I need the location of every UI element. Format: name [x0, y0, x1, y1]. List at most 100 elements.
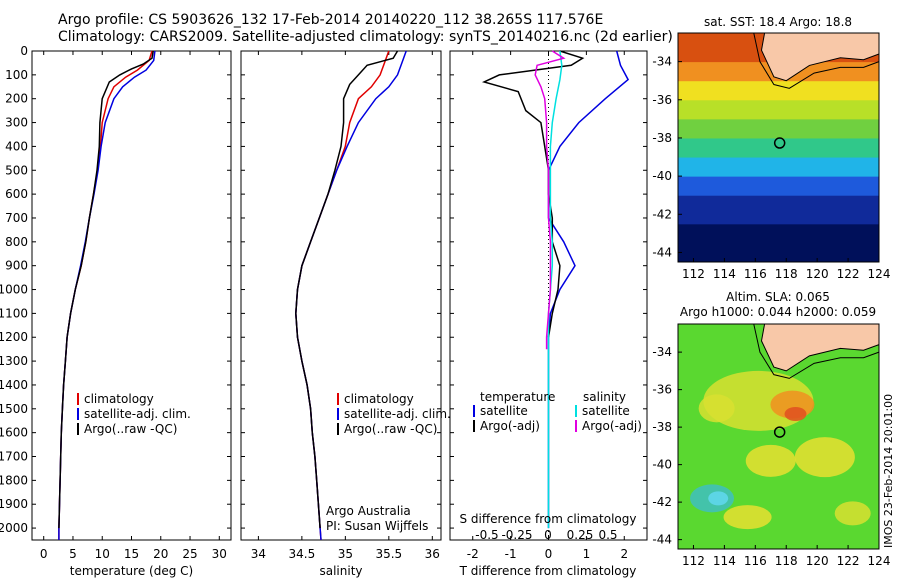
salinity-tick-label: 35.5: [375, 547, 402, 561]
sst-band: [678, 166, 879, 177]
temperature-tick-label: 25: [182, 547, 197, 561]
sla-anomaly-patch: [698, 394, 735, 423]
sla-map-border: [677, 323, 880, 550]
sla-lon-label: 112: [682, 554, 705, 568]
temperature-tick-label: 10: [95, 547, 110, 561]
salinity-note-line2: PI: Susan Wijffels: [326, 519, 428, 533]
sla-lon-label: 124: [868, 554, 891, 568]
sla-lat-label: -34: [652, 345, 672, 359]
depth-tick-label: 1300: [0, 354, 28, 368]
temperature-tick-label: 0: [40, 547, 48, 561]
depth-tick-label: 200: [5, 92, 28, 106]
sst-lat-label: -42: [652, 207, 672, 221]
depth-tick-label: 1800: [0, 473, 28, 487]
depth-tick-label: 0: [20, 44, 28, 58]
sst-band: [678, 128, 879, 139]
difference-series: [547, 50, 563, 529]
depth-tick-label: 400: [5, 139, 28, 153]
depth-tick-label: 600: [5, 187, 28, 201]
temperature-tick-label: 5: [69, 547, 77, 561]
salinity-legend-label: satellite-adj. clim.: [344, 407, 451, 421]
sst-map-title: sat. SST: 18.4 Argo: 18.8: [704, 15, 852, 29]
depth-tick-label: 100: [5, 68, 28, 82]
sla-map-title-line2: Argo h1000: 0.044 h2000: 0.059: [680, 305, 876, 319]
argo-float-marker: [773, 137, 786, 149]
depth-tick-label: 1400: [0, 378, 28, 392]
depth-tick-label: 1200: [0, 330, 28, 344]
sla-anomaly-patch: [723, 505, 772, 530]
sla-anomaly-patch: [834, 501, 871, 526]
depth-tick-label: 500: [5, 163, 28, 177]
salinity-legend-label: Argo(..raw -QC): [344, 422, 437, 436]
depth-tick-label: 700: [5, 211, 28, 225]
difference-t-tick-label: 2: [620, 547, 628, 561]
temperature-tick-label: 20: [153, 547, 168, 561]
salinity-tick-label: 36: [425, 547, 440, 561]
temperature-tick-label: 15: [124, 547, 139, 561]
temperature-panel: [31, 50, 232, 541]
sla-anomaly-patch: [784, 407, 807, 421]
sst-lat-label: -36: [652, 93, 672, 107]
sla-lat-label: -36: [652, 383, 672, 397]
salinity-tick-label: 35: [338, 547, 353, 561]
depth-tick-label: 1000: [0, 283, 28, 297]
sst-band: [678, 233, 879, 244]
difference-t-axis-label: T difference from climatology: [459, 564, 637, 578]
depth-tick-label: 1700: [0, 450, 28, 464]
sst-lat-label: -44: [652, 245, 672, 259]
difference-t-tick-label: 0: [545, 547, 553, 561]
temperature-legend-label: climatology: [84, 392, 154, 406]
sla-anomaly-patch: [794, 437, 855, 478]
sla-lat-label: -42: [652, 495, 672, 509]
difference-legend-salinity-title: salinity: [583, 390, 626, 404]
sst-shelf-contour: [753, 32, 880, 89]
sla-lon-label: 120: [806, 554, 829, 568]
depth-tick-label: 900: [5, 259, 28, 273]
salinity-axis-label: salinity: [319, 564, 362, 578]
sst-lon-label: 124: [868, 267, 891, 281]
sst-band: [678, 176, 879, 187]
salinity-legend-label: climatology: [344, 392, 414, 406]
salinity-panel: [240, 50, 442, 541]
sst-band: [678, 195, 879, 206]
difference-series: [481, 50, 585, 338]
sst-lon-label: 114: [713, 267, 736, 281]
difference-t-tick-label: -1: [505, 547, 517, 561]
difference-s-tick-label: 0: [544, 528, 552, 542]
depth-tick-label: 1100: [0, 306, 28, 320]
difference-t-tick-label: 1: [583, 547, 591, 561]
difference-s-tick-label: 0.25: [567, 528, 594, 542]
sst-lon-label: 122: [837, 267, 860, 281]
sst-lat-label: -34: [652, 55, 672, 69]
sst-band: [678, 109, 879, 120]
sst-band: [678, 214, 879, 225]
sla-lon-label: 116: [744, 554, 767, 568]
salinity-series: [295, 50, 399, 529]
difference-t-tick-label: -2: [467, 547, 479, 561]
difference-series: [534, 50, 566, 350]
sst-lon-label: 112: [682, 267, 705, 281]
header-line2: Climatology: CARS2009. Satellite-adjuste…: [58, 29, 673, 45]
sla-shelf-contour: [753, 323, 880, 379]
depth-tick-label: 2000: [0, 521, 28, 535]
difference-s-axis-label: S difference from climatology: [460, 512, 637, 526]
sla-anomaly-patch: [745, 444, 796, 477]
sst-band: [678, 147, 879, 158]
difference-legend-salinity-label: Argo(-adj): [582, 419, 642, 433]
sst-lon-label: 116: [744, 267, 767, 281]
sst-band: [678, 118, 879, 129]
sst-band: [678, 90, 879, 101]
sst-band: [678, 157, 879, 168]
sst-lat-label: -38: [652, 131, 672, 145]
sst-lon-label: 118: [775, 267, 798, 281]
sst-band: [678, 204, 879, 215]
sla-lat-label: -40: [652, 458, 672, 472]
salinity-note-line1: Argo Australia: [326, 504, 411, 518]
sla-lon-label: 114: [713, 554, 736, 568]
salinity-tick-label: 34.5: [289, 547, 316, 561]
sst-band: [678, 185, 879, 196]
sla-lon-label: 122: [837, 554, 860, 568]
difference-s-tick-label: -0.5: [475, 528, 498, 542]
difference-s-tick-label: 0.5: [598, 528, 617, 542]
sla-lat-label: -38: [652, 420, 672, 434]
